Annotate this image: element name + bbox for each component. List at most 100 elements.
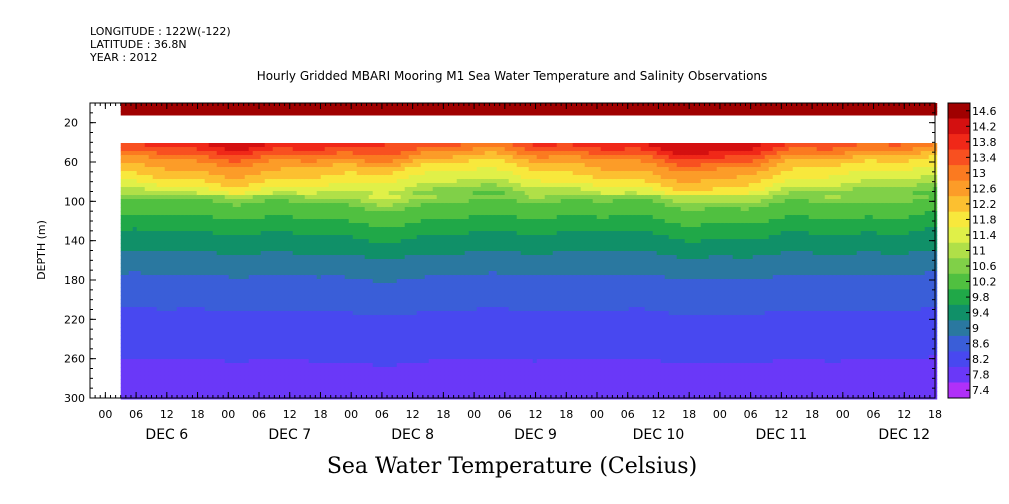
- field-cell: [376, 151, 382, 156]
- field-cell: [336, 195, 342, 200]
- field-cell: [284, 359, 290, 364]
- field-cell: [156, 199, 162, 204]
- field-cell: [152, 391, 158, 396]
- field-cell: [268, 251, 274, 256]
- field-cell: [356, 307, 362, 312]
- field-cell: [376, 167, 382, 172]
- field-cell: [332, 171, 338, 176]
- field-cell: [300, 339, 306, 344]
- field-cell: [172, 279, 178, 284]
- field-cell: [332, 295, 338, 300]
- field-cell: [276, 187, 282, 192]
- field-cell: [352, 387, 358, 392]
- field-cell: [312, 371, 318, 376]
- field-cell: [388, 307, 394, 312]
- field-cell: [128, 191, 134, 196]
- field-cell: [180, 175, 186, 180]
- field-cell: [148, 171, 154, 176]
- field-cell: [388, 311, 394, 316]
- field-cell: [236, 323, 242, 328]
- field-cell: [224, 111, 230, 116]
- field-cell: [364, 191, 370, 196]
- field-cell: [192, 279, 198, 284]
- field-cell: [376, 111, 382, 116]
- field-cell: [204, 311, 210, 316]
- field-cell: [164, 215, 170, 220]
- field-cell: [320, 295, 326, 300]
- field-cell: [320, 239, 326, 244]
- field-cell: [364, 219, 370, 224]
- field-cell: [396, 267, 402, 272]
- field-cell: [140, 283, 146, 288]
- field-cell: [148, 199, 154, 204]
- field-cell: [336, 219, 342, 224]
- field-cell: [264, 291, 270, 296]
- field-cell: [268, 183, 274, 188]
- field-cell: [412, 331, 418, 336]
- field-cell: [296, 219, 302, 224]
- field-cell: [372, 323, 378, 328]
- field-cell: [272, 155, 278, 160]
- field-cell: [376, 211, 382, 216]
- field-cell: [200, 351, 206, 356]
- field-cell: [156, 291, 162, 296]
- field-cell: [204, 215, 210, 220]
- field-cell: [188, 147, 194, 152]
- field-cell: [200, 359, 206, 364]
- field-cell: [392, 283, 398, 288]
- field-cell: [356, 223, 362, 228]
- field-cell: [144, 359, 150, 364]
- field-cell: [380, 255, 386, 260]
- field-cell: [296, 191, 302, 196]
- field-cell: [388, 151, 394, 156]
- field-cell: [216, 239, 222, 244]
- field-cell: [272, 207, 278, 212]
- field-cell: [244, 319, 250, 324]
- field-cell: [388, 279, 394, 284]
- field-cell: [188, 311, 194, 316]
- field-cell: [336, 227, 342, 232]
- field-cell: [252, 375, 258, 380]
- field-cell: [280, 359, 286, 364]
- field-cell: [360, 111, 366, 116]
- field-cell: [332, 319, 338, 324]
- field-cell: [132, 111, 138, 116]
- field-cell: [148, 247, 154, 252]
- field-cell: [340, 191, 346, 196]
- field-cell: [144, 215, 150, 220]
- field-cell: [396, 183, 402, 188]
- field-cell: [384, 287, 390, 292]
- field-cell: [152, 287, 158, 292]
- field-cell: [408, 191, 414, 196]
- field-cell: [192, 227, 198, 232]
- field-cell: [228, 151, 234, 156]
- field-cell: [292, 207, 298, 212]
- field-cell: [380, 171, 386, 176]
- field-cell: [216, 331, 222, 336]
- field-cell: [248, 183, 254, 188]
- field-cell: [388, 195, 394, 200]
- field-cell: [312, 351, 318, 356]
- field-cell: [260, 255, 266, 260]
- field-cell: [368, 395, 374, 400]
- field-cell: [288, 283, 294, 288]
- field-cell: [332, 315, 338, 320]
- field-cell: [300, 239, 306, 244]
- field-cell: [212, 103, 218, 108]
- field-cell: [244, 191, 250, 196]
- field-cell: [136, 211, 142, 216]
- field-cell: [136, 191, 142, 196]
- field-cell: [316, 343, 322, 348]
- field-cell: [380, 375, 386, 380]
- field-cell: [164, 235, 170, 240]
- field-cell: [184, 243, 190, 248]
- field-cell: [360, 323, 366, 328]
- field-cell: [376, 179, 382, 184]
- field-cell: [136, 279, 142, 284]
- field-cell: [208, 243, 214, 248]
- field-cell: [296, 351, 302, 356]
- field-cell: [168, 367, 174, 372]
- field-cell: [300, 275, 306, 280]
- field-cell: [120, 363, 126, 368]
- field-cell: [120, 227, 126, 232]
